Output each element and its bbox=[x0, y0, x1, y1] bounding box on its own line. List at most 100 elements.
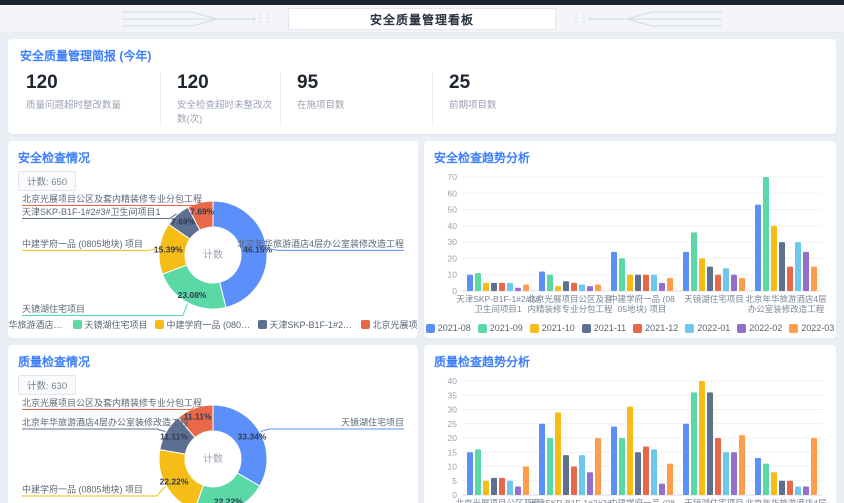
bar-2021-10[interactable] bbox=[771, 472, 777, 495]
bar-2021-09[interactable] bbox=[547, 438, 553, 495]
bar-2021-12[interactable] bbox=[787, 266, 793, 291]
legend-item[interactable]: 2021-12 bbox=[633, 323, 678, 333]
legend-item[interactable]: 中建学府一品 (0805地块) 项目 bbox=[154, 318, 251, 331]
bar-2022-01[interactable] bbox=[723, 268, 729, 291]
bar-2022-02[interactable] bbox=[731, 452, 737, 495]
legend-item[interactable]: 2021-08 bbox=[425, 323, 471, 333]
bar-2022-02[interactable] bbox=[515, 287, 521, 291]
bar-2022-03[interactable] bbox=[523, 284, 529, 291]
pie-slice[interactable] bbox=[195, 472, 261, 503]
bar-2021-08[interactable] bbox=[755, 457, 761, 495]
bar-2021-11[interactable] bbox=[635, 452, 641, 495]
legend-item[interactable]: 2021-10 bbox=[529, 323, 575, 333]
bar-2021-09[interactable] bbox=[691, 232, 697, 291]
bar-2022-03[interactable] bbox=[811, 266, 817, 291]
bar-2021-09[interactable] bbox=[619, 438, 625, 495]
bar-2021-11[interactable] bbox=[779, 242, 785, 291]
bar-2022-03[interactable] bbox=[739, 277, 745, 291]
bar-2022-02[interactable] bbox=[515, 486, 521, 495]
bar-2021-09[interactable] bbox=[475, 273, 481, 291]
bar-2021-09[interactable] bbox=[619, 258, 625, 291]
bar-2021-09[interactable] bbox=[691, 392, 697, 495]
bar-2022-02[interactable] bbox=[659, 282, 665, 291]
legend-item[interactable]: 2022-03 bbox=[789, 323, 834, 333]
bar-2022-01[interactable] bbox=[795, 242, 801, 291]
legend-item[interactable]: 2022-01 bbox=[685, 323, 730, 333]
bar-2022-02[interactable] bbox=[659, 483, 665, 495]
bar-2021-08[interactable] bbox=[539, 271, 545, 291]
bar-2021-08[interactable] bbox=[611, 251, 617, 291]
bar-2022-02[interactable] bbox=[587, 286, 593, 291]
bar-2022-01[interactable] bbox=[795, 486, 801, 495]
bar-2021-10[interactable] bbox=[771, 225, 777, 291]
bar-2022-03[interactable] bbox=[523, 466, 529, 496]
legend-item[interactable]: 北京光展项目公区及套内精装修专业分包工程 bbox=[360, 318, 418, 331]
bar-2022-03[interactable] bbox=[739, 435, 745, 495]
pie-slice[interactable] bbox=[212, 404, 268, 487]
bar-2021-11[interactable] bbox=[635, 274, 641, 291]
bar-2022-01[interactable] bbox=[723, 452, 729, 495]
bar-2021-08[interactable] bbox=[683, 251, 689, 291]
bar-2022-03[interactable] bbox=[595, 284, 601, 291]
bar-2021-09[interactable] bbox=[763, 177, 769, 291]
bar-2021-10[interactable] bbox=[699, 258, 705, 291]
bar-2021-08[interactable] bbox=[539, 423, 545, 495]
bar-2021-09[interactable] bbox=[475, 449, 481, 495]
pie-slice[interactable] bbox=[161, 264, 227, 310]
bar-2021-10[interactable] bbox=[555, 412, 561, 495]
bar-2021-08[interactable] bbox=[467, 452, 473, 495]
bar-2022-02[interactable] bbox=[803, 486, 809, 495]
bar-2022-01[interactable] bbox=[651, 274, 657, 291]
bar-2022-01[interactable] bbox=[651, 449, 657, 495]
bar-2021-11[interactable] bbox=[707, 392, 713, 495]
bar-2021-12[interactable] bbox=[571, 282, 577, 291]
legend-item[interactable]: 2021-11 bbox=[581, 323, 626, 333]
bar-2021-12[interactable] bbox=[571, 466, 577, 496]
bar-2022-01[interactable] bbox=[507, 282, 513, 291]
bar-2021-10[interactable] bbox=[483, 480, 489, 495]
bar-2021-12[interactable] bbox=[787, 480, 793, 495]
legend-item[interactable]: 2021-09 bbox=[477, 323, 523, 333]
bar-2021-12[interactable] bbox=[715, 438, 721, 495]
bar-2021-09[interactable] bbox=[547, 274, 553, 291]
bar-2021-08[interactable] bbox=[755, 204, 761, 291]
bar-2021-10[interactable] bbox=[555, 286, 561, 291]
legend-item[interactable]: 2022-02 bbox=[737, 323, 782, 333]
bar-2021-11[interactable] bbox=[779, 480, 785, 495]
legend-item[interactable]: 北京年华旅游酒店4层办公室装修改造工程 bbox=[8, 318, 66, 331]
bar-2021-12[interactable] bbox=[643, 446, 649, 495]
bar-2022-01[interactable] bbox=[579, 455, 585, 495]
bar-2021-12[interactable] bbox=[499, 282, 505, 291]
bar-2021-11[interactable] bbox=[563, 281, 569, 291]
bar-2021-10[interactable] bbox=[483, 282, 489, 291]
bar-2022-03[interactable] bbox=[595, 438, 601, 495]
bar-2022-03[interactable] bbox=[667, 463, 673, 495]
legend-item[interactable]: 天津SKP-B1F-1#2#3#卫生间项目1 bbox=[257, 318, 354, 331]
bar-2022-02[interactable] bbox=[587, 472, 593, 495]
bar-2021-09[interactable] bbox=[763, 463, 769, 495]
bar-2021-11[interactable] bbox=[491, 282, 497, 291]
bar-2021-12[interactable] bbox=[499, 477, 505, 495]
pie-slice[interactable] bbox=[187, 200, 214, 231]
bar-2021-10[interactable] bbox=[627, 274, 633, 291]
pie-slice[interactable] bbox=[177, 404, 214, 439]
bar-2022-01[interactable] bbox=[579, 284, 585, 291]
bar-2021-12[interactable] bbox=[643, 274, 649, 291]
bar-2021-08[interactable] bbox=[683, 423, 689, 495]
bar-2022-02[interactable] bbox=[803, 251, 809, 291]
bar-2022-03[interactable] bbox=[811, 438, 817, 495]
bar-2022-02[interactable] bbox=[731, 274, 737, 291]
bar-2022-03[interactable] bbox=[667, 277, 673, 291]
bar-2021-08[interactable] bbox=[611, 426, 617, 495]
bar-2021-08[interactable] bbox=[467, 274, 473, 291]
bar-2021-11[interactable] bbox=[707, 266, 713, 291]
bar-2021-11[interactable] bbox=[563, 455, 569, 495]
legend-item[interactable]: 天镜湖住宅项目 bbox=[72, 318, 148, 331]
bar-2022-01[interactable] bbox=[507, 480, 513, 495]
bar-2021-11[interactable] bbox=[491, 477, 497, 495]
pie-slice[interactable] bbox=[212, 200, 268, 309]
bar-2021-12[interactable] bbox=[715, 274, 721, 291]
bar-2021-10[interactable] bbox=[699, 381, 705, 495]
bar-2021-10[interactable] bbox=[627, 406, 633, 495]
